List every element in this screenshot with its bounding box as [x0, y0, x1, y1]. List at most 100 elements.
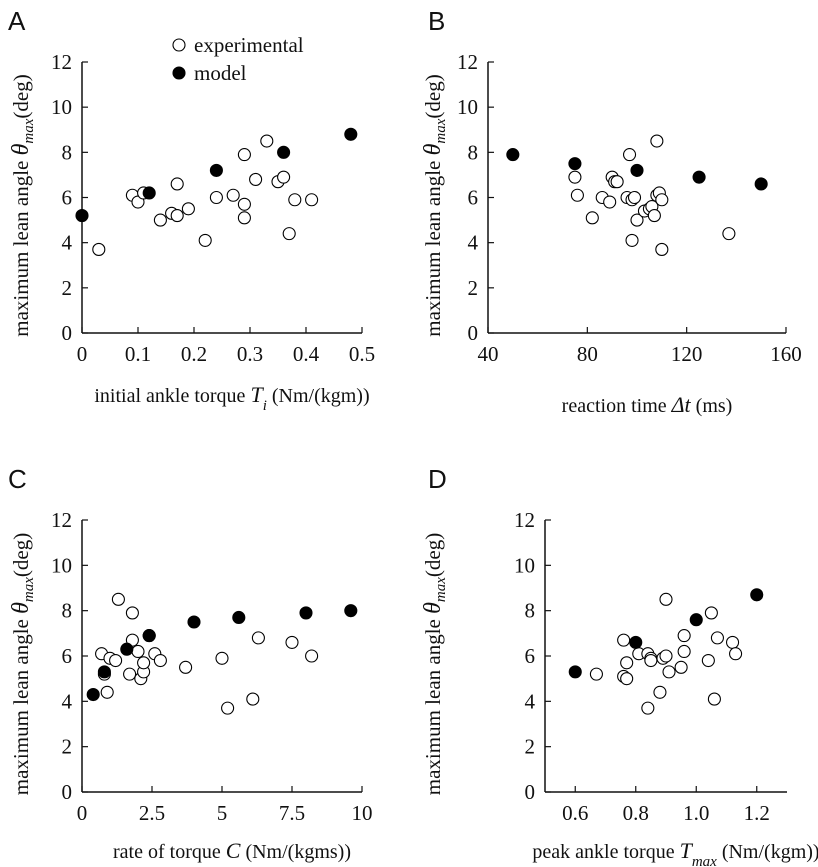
legend-experimental-marker: [172, 38, 186, 52]
experimental-point: [630, 213, 644, 227]
experimental-point: [662, 665, 676, 679]
x-axis-label-sub: i: [263, 398, 267, 414]
model-point: [344, 127, 358, 141]
legend-experimental-label: experimental: [194, 33, 304, 57]
experimental-point: [625, 233, 639, 247]
x-tick-label: 2.5: [139, 801, 165, 825]
experimental-point: [282, 227, 296, 241]
x-tick-label: 0: [77, 342, 88, 366]
y-tick-label: 8: [525, 599, 536, 623]
experimental-point: [277, 170, 291, 184]
y-axis-label-unit: (deg): [9, 533, 33, 577]
experimental-point: [170, 209, 184, 223]
model-point: [209, 163, 223, 177]
y-tick-label: 2: [62, 276, 73, 300]
y-tick-label: 8: [62, 599, 73, 623]
y-tick-label: 8: [468, 140, 479, 164]
panel-label: C: [8, 464, 27, 494]
experimental-point: [221, 701, 235, 715]
legend-model-marker: [172, 66, 186, 80]
experimental-point: [305, 649, 319, 663]
model-point: [629, 635, 643, 649]
model-point: [120, 642, 134, 656]
series-experimental: [589, 592, 743, 715]
axes: [81, 519, 363, 793]
y-axis-label: maximum lean angle θmax(deg): [420, 533, 449, 795]
x-axis-label-text: reaction time: [562, 395, 672, 417]
experimental-point: [100, 685, 114, 699]
y-tick-label: 0: [62, 780, 73, 804]
y-axis-label-symbol: θ: [420, 602, 446, 614]
y-tick-label: 10: [51, 553, 72, 577]
experimental-point: [704, 606, 718, 620]
y-tick-label: 4: [62, 689, 73, 713]
x-tick-label: 1.0: [683, 801, 709, 825]
axes: [487, 61, 787, 334]
x-axis-label-symbol: T: [250, 382, 264, 407]
experimental-point: [622, 148, 637, 162]
y-tick-label: 10: [514, 553, 535, 577]
series-model: [86, 604, 358, 702]
y-axis-label-symbol: θ: [8, 143, 34, 155]
x-axis-label-text: peak ankle torque: [532, 841, 679, 863]
experimental-point: [655, 242, 669, 256]
model-point: [86, 687, 100, 702]
experimental-point: [644, 653, 658, 668]
experimental-point: [589, 667, 603, 681]
y-axis-label-unit: (deg): [421, 74, 445, 118]
experimental-point: [237, 148, 251, 162]
experimental-point: [215, 651, 229, 665]
y-tick-label: 6: [468, 186, 479, 210]
experimental-point: [610, 175, 624, 189]
y-tick-label: 10: [457, 95, 478, 119]
model-point: [277, 145, 291, 159]
experimental-point: [677, 644, 691, 659]
x-tick-label: 10: [352, 801, 373, 825]
y-tick-label: 0: [468, 321, 479, 345]
experimental-point: [181, 202, 195, 216]
experimental-point: [131, 644, 145, 659]
y-axis-label-text: maximum lean angle: [421, 155, 445, 336]
y-axis-label-symbol: θ: [8, 602, 34, 614]
experimental-point: [677, 629, 691, 643]
experimental-point: [111, 592, 125, 606]
x-tick-label: 0.1: [125, 342, 151, 366]
experimental-point: [109, 653, 123, 668]
x-axis-label-text: initial ankle torque: [94, 385, 250, 407]
model-point: [754, 177, 768, 191]
x-tick-label: 0.2: [181, 342, 207, 366]
experimental-point: [603, 195, 617, 209]
series-model: [506, 148, 768, 191]
x-tick-label: 0.3: [237, 342, 263, 366]
y-axis-label: maximum lean angle θmax(deg): [420, 74, 449, 336]
panel-a: A 0 2 4 6 8 10 12 0 0.1 0.2 0.3 0.4 0.5 maximum lean a…: [8, 6, 375, 414]
panel-c: C 0 2 4 6 8 10 12 0 2.5 5 7.5 10 maximum lean angle θ…: [8, 464, 373, 863]
experimental-point: [710, 631, 724, 645]
y-tick-label: 8: [62, 140, 73, 164]
y-axis-label-sub: max: [21, 577, 37, 602]
experimental-point: [198, 233, 212, 247]
experimental-point: [674, 660, 688, 674]
experimental-point: [568, 170, 582, 184]
series-experimental: [92, 134, 319, 256]
y-tick-label: 12: [457, 50, 478, 74]
series-model: [75, 127, 358, 223]
x-tick-label: 160: [770, 342, 802, 366]
experimental-point: [659, 592, 673, 606]
y-tick-label: 6: [62, 186, 73, 210]
y-tick-label: 4: [62, 231, 73, 255]
experimental-point: [722, 227, 736, 241]
x-axis-label: reaction time Δt (ms): [562, 392, 733, 417]
x-axis-label-text: rate of torque: [113, 841, 226, 863]
experimental-point: [285, 635, 299, 649]
y-tick-label: 10: [51, 95, 72, 119]
panel-label: B: [428, 6, 445, 36]
x-axis-label-unit: (ms): [691, 395, 733, 417]
model-point: [506, 148, 520, 162]
y-tick-label: 12: [514, 508, 535, 532]
panel-b: B 0 2 4 6 8 10 12 40 80 120 160 maximum lean angle θ…: [420, 6, 802, 417]
y-tick-label: 4: [468, 231, 479, 255]
y-tick-label: 0: [525, 780, 536, 804]
y-tick-label: 0: [62, 321, 73, 345]
